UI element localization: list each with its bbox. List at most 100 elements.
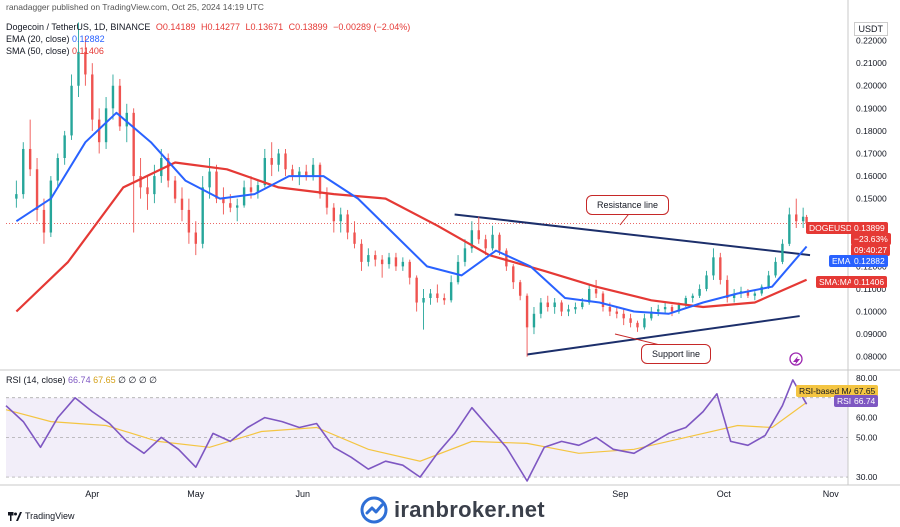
candle-body [525,295,529,328]
support-trendline [526,315,800,356]
rsi-ma-legend-value: 67.65 [93,375,116,385]
ohlc-legend[interactable]: Dogecoin / TetherUS, 1D, BINANCE O0.1418… [6,22,413,32]
candle-body [346,214,349,233]
candle-body [49,180,53,233]
candle-body [805,216,808,224]
candle-body [539,302,543,314]
candle-body [553,302,556,308]
candle-body [305,171,308,177]
candle-body [422,298,425,303]
candle-body [726,279,729,298]
candle-body [104,108,108,143]
price-tick-label: 0.15000 [856,194,887,204]
candle-body [208,171,211,188]
candle-body [173,180,177,199]
support-callout: Support line [641,344,712,364]
candle-body [705,275,708,289]
axes: 0.22000 0.21000 0.20000 0.19000 0.18000 0.170… [85,36,887,499]
rsi-tick-label: 80.00 [856,373,878,383]
candle-body [518,282,522,296]
candle-body [298,171,301,177]
candle-body [97,119,101,143]
time-tick-label: Oct [717,489,732,499]
price-tick-label: 0.09000 [856,329,887,339]
tradingview-brand: TradingView [25,511,75,521]
watermark: iranbroker.net [360,496,545,524]
candle-body [622,313,625,319]
candle-body [746,291,750,296]
rsi-legend-label: RSI (14, close) [6,375,66,385]
last-price-tag: 0.13899 [851,222,888,234]
price-tick-label: 0.11000 [856,284,886,294]
candle-body [284,153,287,170]
candle-body [636,322,639,328]
trendlines [454,213,811,356]
rsi-lines [5,379,808,482]
iranbroker-logo-icon [360,496,388,524]
candle-body [360,243,363,262]
candle-body [353,232,356,244]
rsi-axis-tag: RSI [834,395,855,407]
candle-body [166,158,170,181]
alert-icon [789,352,803,366]
symbol-title: Dogecoin / TetherUS, 1D, BINANCE [6,22,151,32]
ema-legend[interactable]: EMA (20, close) 0.12882 [6,34,105,44]
symbol-tag-label: DOGEUSDT [809,223,858,233]
candle-body [546,302,549,308]
candle-body [643,318,646,328]
candle-body [691,295,694,298]
candle-body [118,85,122,127]
candle-body [277,153,280,165]
candle-body [132,112,135,177]
candle-body [374,255,377,260]
publisher-line: ranadagger published on TradingView.com,… [6,2,264,12]
symbol-price-tag: DOGEUSDT [806,222,861,234]
low-value: L0.13671 [245,22,284,32]
candle-body [456,261,460,283]
candle-body [677,304,681,312]
rsi-ma-value-tag: 67.65 [851,385,879,397]
pct-change-tag: −23.63% [851,233,891,245]
candle-body [774,261,777,276]
candle-body [236,205,239,208]
candle-body [28,148,32,170]
candle-body [449,282,453,301]
candle-body [684,298,688,305]
price-tick-label: 0.18000 [856,126,887,136]
candle-body [35,169,39,210]
candle-body [91,74,94,120]
tradingview-icon [8,511,22,521]
candle-body [180,198,184,210]
support-pointer [614,333,661,346]
candle-body [601,293,605,308]
ema-price-tag: 0.12882 [851,255,888,267]
candle-body [63,135,66,158]
candle-body [187,209,191,233]
rsi-legend[interactable]: RSI (14, close) 66.74 67.65 ∅ ∅ ∅ ∅ [6,375,157,386]
sma-price-tag: 0.11406 [851,276,888,288]
candle-body [201,187,204,244]
candle-body [256,185,260,192]
candle-body [470,230,474,249]
sma-legend-label: SMA (50, close) [6,46,70,56]
candle-body [587,288,591,303]
candle-body [732,293,736,298]
candle-body [77,51,80,86]
candle-body [111,85,115,109]
candle-body [567,309,570,312]
candle-body [215,171,218,199]
rsi-tick-label: 30.00 [856,472,878,482]
rsi-line [5,379,808,482]
time-tick-label: May [187,489,205,499]
ema-axis-tag: EMA [829,255,854,267]
sma-legend[interactable]: SMA (50, close) 0.11406 [6,46,104,56]
candle-body [263,158,267,186]
tradingview-logo[interactable]: TradingView [8,511,75,521]
currency-button[interactable]: USDT [853,22,888,36]
price-tick-label: 0.20000 [856,81,887,91]
price-pane[interactable] [0,0,900,370]
candle-body [153,176,156,195]
candle-body [463,248,467,262]
candle-body [70,85,73,136]
